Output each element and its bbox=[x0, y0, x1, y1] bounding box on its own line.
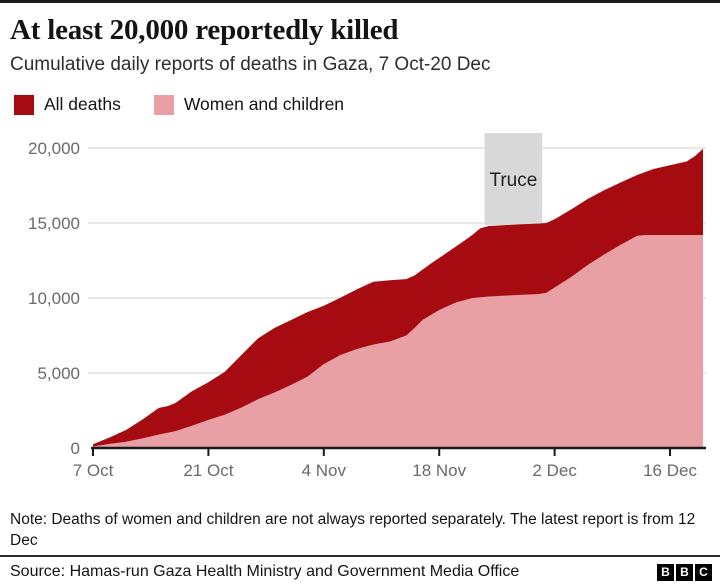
women-children-legend-label: Women and children bbox=[183, 94, 345, 114]
all-deaths-swatch-icon bbox=[14, 94, 34, 115]
bbc-logo: B B C bbox=[657, 563, 712, 581]
x-tick-label: 16 Dec bbox=[643, 461, 697, 480]
bbc-logo-letter: B bbox=[657, 563, 674, 581]
chart-title: At least 20,000 reportedly killed bbox=[10, 14, 399, 46]
x-tick-label: 4 Nov bbox=[302, 461, 347, 480]
x-tick-label: 18 Nov bbox=[412, 461, 466, 480]
y-tick-label: 20,000 bbox=[28, 139, 80, 158]
footer-divider bbox=[0, 555, 720, 557]
top-divider bbox=[0, 0, 720, 3]
source-text: Source: Hamas-run Gaza Health Ministry a… bbox=[10, 563, 520, 580]
area-chart: 7 Oct 21 Oct 4 Nov 18 Nov 2 Dec 16 Dec 0 5,000 1… bbox=[28, 133, 706, 480]
y-tick-label: 10,000 bbox=[28, 289, 80, 308]
all-deaths-legend-label: All deaths bbox=[44, 94, 121, 114]
y-tick-label: 0 bbox=[71, 439, 80, 458]
bbc-logo-letter: C bbox=[695, 563, 712, 581]
truce-band bbox=[484, 133, 543, 225]
bbc-logo-letter: B bbox=[676, 563, 693, 581]
women-children-swatch-icon bbox=[153, 94, 174, 115]
x-tick-label: 21 Oct bbox=[183, 461, 233, 480]
source-bar: Source: Hamas-run Gaza Health Ministry a… bbox=[10, 561, 712, 583]
y-tick-label: 5,000 bbox=[37, 364, 80, 383]
women-children-area bbox=[93, 235, 703, 448]
x-tick-label: 7 Oct bbox=[73, 461, 114, 480]
chart-subtitle: Cumulative daily reports of deaths in Ga… bbox=[10, 54, 491, 75]
x-tick-label: 2 Dec bbox=[532, 461, 577, 480]
footnote: Note: Deaths of women and children are n… bbox=[10, 511, 696, 550]
truce-label: Truce bbox=[489, 170, 537, 191]
y-tick-label: 15,000 bbox=[28, 214, 80, 233]
legend: All deaths Women and children bbox=[14, 94, 344, 115]
